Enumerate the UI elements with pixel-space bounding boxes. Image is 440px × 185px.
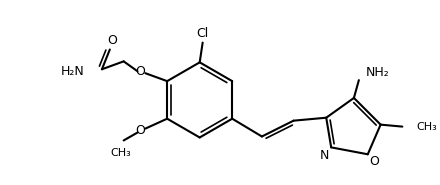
Text: O: O (107, 34, 117, 47)
Text: N: N (319, 149, 329, 162)
Text: NH₂: NH₂ (366, 66, 389, 79)
Text: H₂N: H₂N (60, 65, 84, 78)
Text: Cl: Cl (197, 27, 209, 40)
Text: O: O (136, 124, 145, 137)
Text: O: O (370, 155, 380, 168)
Text: CH₃: CH₃ (110, 148, 131, 158)
Text: CH₃: CH₃ (416, 122, 437, 132)
Text: O: O (136, 65, 145, 78)
